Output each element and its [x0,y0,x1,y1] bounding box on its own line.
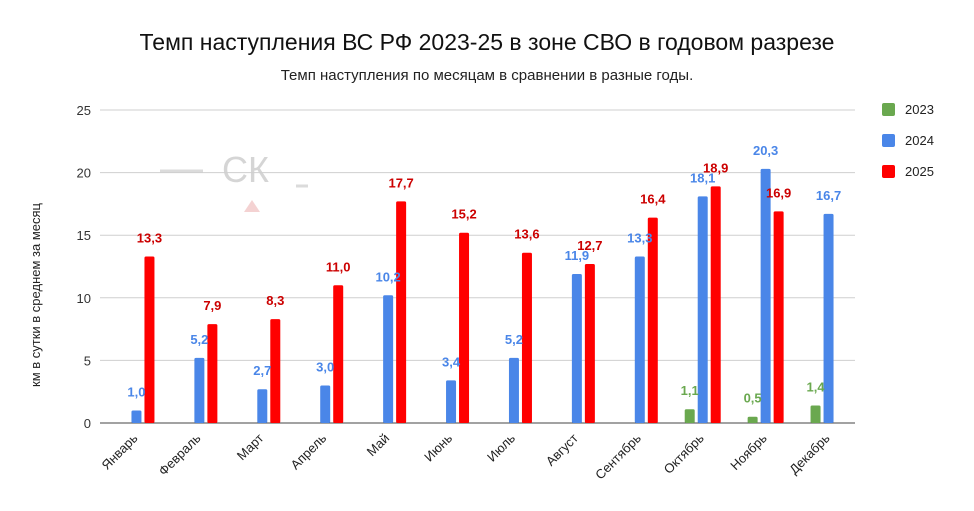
bar-2025-8 [584,263,595,423]
legend-swatch-2024 [882,134,895,147]
x-category-label: Август [543,430,581,468]
data-label-2024: 18,1 [690,170,715,185]
x-category-label: Сентябрь [592,430,644,482]
data-label-2025: 13,3 [137,230,162,245]
data-label-2025: 11,0 [326,259,351,274]
watermark-text: СК [222,149,269,190]
bar-2024-7 [508,357,519,423]
bar-2025-1 [144,256,155,423]
x-category-label: Январь [98,430,140,472]
data-label-2024: 10,2 [375,269,400,284]
data-label-2023: 1,1 [681,383,699,398]
y-tick-label: 20 [77,166,91,181]
grid-lines [100,109,855,424]
y-tick-label: 10 [77,291,91,306]
y-tick-label: 0 [84,416,91,431]
x-category-label: Декабрь [786,430,833,477]
legend-label-2023: 2023 [905,102,934,117]
bar-2025-11 [773,211,784,423]
x-category-label: Октябрь [661,430,707,476]
x-category-label: Февраль [156,430,204,478]
watermark-logo: СК [160,149,308,212]
data-label-2024: 2,7 [253,363,271,378]
x-category-label: Апрель [288,430,330,472]
data-label-2024: 3,0 [316,359,334,374]
bar-2025-9 [647,217,658,423]
legend-label-2024: 2024 [905,133,934,148]
bar-2024-11 [760,168,771,423]
data-label-2025: 16,9 [766,185,791,200]
data-label-2025: 18,9 [703,160,728,175]
x-axis-categories: Январь Февраль Март Апрель Май Июнь Июль Август… [98,430,832,482]
data-label-2024: 1,0 [127,384,145,399]
legend: 2023 2024 2025 [882,102,934,179]
bar-2023-11 [747,416,758,423]
data-label-2024: 20,3 [753,143,778,158]
data-label-2025: 7,9 [203,298,221,313]
data-label-2024: 5,2 [505,332,523,347]
bar-2025-7 [521,252,532,423]
data-label-2024: 5,2 [190,332,208,347]
x-category-label: Июль [484,430,518,464]
bar-2024-5 [383,295,394,423]
bar-2024-6 [446,380,457,423]
data-label-2025: 12,7 [577,238,602,253]
legend-swatch-2023 [882,103,895,116]
bar-2024-2 [194,357,205,423]
bar-2023-10 [684,409,695,423]
data-label-2025: 16,4 [640,192,666,207]
data-label-2025: 15,2 [451,207,476,222]
data-label-2024: 11,9 [565,248,590,263]
bar-2024-10 [697,196,708,423]
bar-2024-9 [634,256,645,423]
bar-2024-12 [823,213,834,423]
bar-2024-8 [571,274,582,423]
x-category-label: Ноябрь [727,430,770,473]
bars [131,168,834,423]
y-tick-label: 15 [77,228,91,243]
y-tick-label: 25 [77,103,91,118]
legend-label-2025: 2025 [905,164,934,179]
chart-subtitle: Темп наступления по месяцам в сравнении … [281,67,694,84]
bar-2024-4 [320,385,331,423]
x-category-label: Июнь [421,430,455,464]
legend-swatch-2025 [882,165,895,178]
bar-2025-10 [710,186,721,423]
bar-2025-5 [396,201,407,423]
x-category-label: Май [364,431,393,460]
bar-2023-12 [810,405,821,423]
x-category-label: Март [234,430,267,463]
data-label-2023: 0,5 [744,391,762,406]
data-label-2023: 1,4 [807,379,826,394]
bar-2025-2 [207,324,218,423]
data-labels: 1,0 13,3 5,2 7,9 2,7 8,3 3,0 11,0 10,2 17,7 3,4 15,… [127,143,841,406]
data-label-2024: 3,4 [442,354,461,369]
y-tick-label: 5 [84,353,91,368]
bar-2024-3 [257,389,268,423]
y-axis-ticks: 0 5 10 15 20 25 [77,103,91,431]
bar-2024-1 [131,410,142,423]
data-label-2025: 8,3 [266,293,284,308]
data-label-2024: 16,7 [816,188,841,203]
bar-2025-4 [333,285,344,423]
bar-2025-3 [270,319,281,423]
bar-2025-6 [459,232,470,423]
data-label-2025: 13,6 [514,227,539,242]
data-label-2024: 13,3 [627,230,652,245]
data-label-2025: 17,7 [388,175,413,190]
y-axis-label: км в сутки в среднем за месяц [28,202,43,387]
chart-title: Темп наступления ВС РФ 2023-25 в зоне СВ… [140,29,835,55]
